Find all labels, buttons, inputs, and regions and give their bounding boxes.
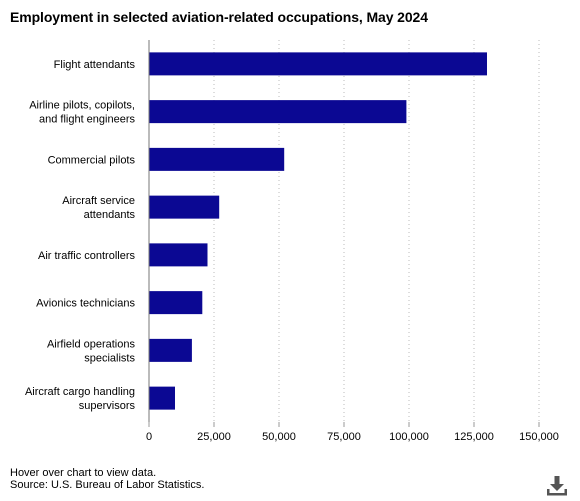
bars[interactable] [149, 52, 488, 410]
bar[interactable] [149, 243, 208, 267]
category-labels: Flight attendants Airline pilots, copilot… [25, 59, 136, 412]
tick-labels: 0 25,000 50,000 75,000 100,000 125,000 150,000 [146, 422, 559, 443]
bar[interactable] [149, 195, 220, 219]
category-label: Avionics technicians [36, 298, 135, 310]
category-label: Air traffic controllers [38, 250, 135, 262]
tick-label: 100,000 [389, 431, 429, 443]
tick-label: 25,000 [197, 431, 231, 443]
category-label: Aircraft service attendants [62, 195, 135, 221]
bar[interactable] [149, 386, 176, 410]
tick-label: 150,000 [519, 431, 559, 443]
source-note: Source: U.S. Bureau of Labor Statistics. [10, 479, 205, 491]
category-label: Airfield operations specialists [47, 338, 136, 364]
gridlines [213, 40, 540, 422]
bar-chart[interactable]: Flight attendants Airline pilots, copilot… [0, 0, 580, 460]
bar[interactable] [149, 100, 407, 124]
bar[interactable] [149, 291, 203, 315]
download-icon-graphic [547, 476, 567, 496]
tick-label: 0 [146, 431, 152, 443]
download-icon[interactable] [546, 474, 568, 496]
chart-title: Employment in selected aviation-related … [10, 9, 428, 25]
category-label: Airline pilots, copilots, and flight engi… [29, 100, 135, 126]
hover-note: Hover over chart to view data. [10, 467, 157, 479]
bar[interactable] [149, 52, 488, 76]
bar[interactable] [149, 338, 192, 362]
tick-label: 75,000 [327, 431, 361, 443]
tick-label: 125,000 [454, 431, 494, 443]
category-label: Flight attendants [54, 59, 136, 71]
tick-label: 50,000 [262, 431, 296, 443]
category-label: Aircraft cargo handling supervisors [25, 386, 136, 412]
bar[interactable] [149, 147, 285, 171]
category-label: Commercial pilots [48, 154, 136, 166]
